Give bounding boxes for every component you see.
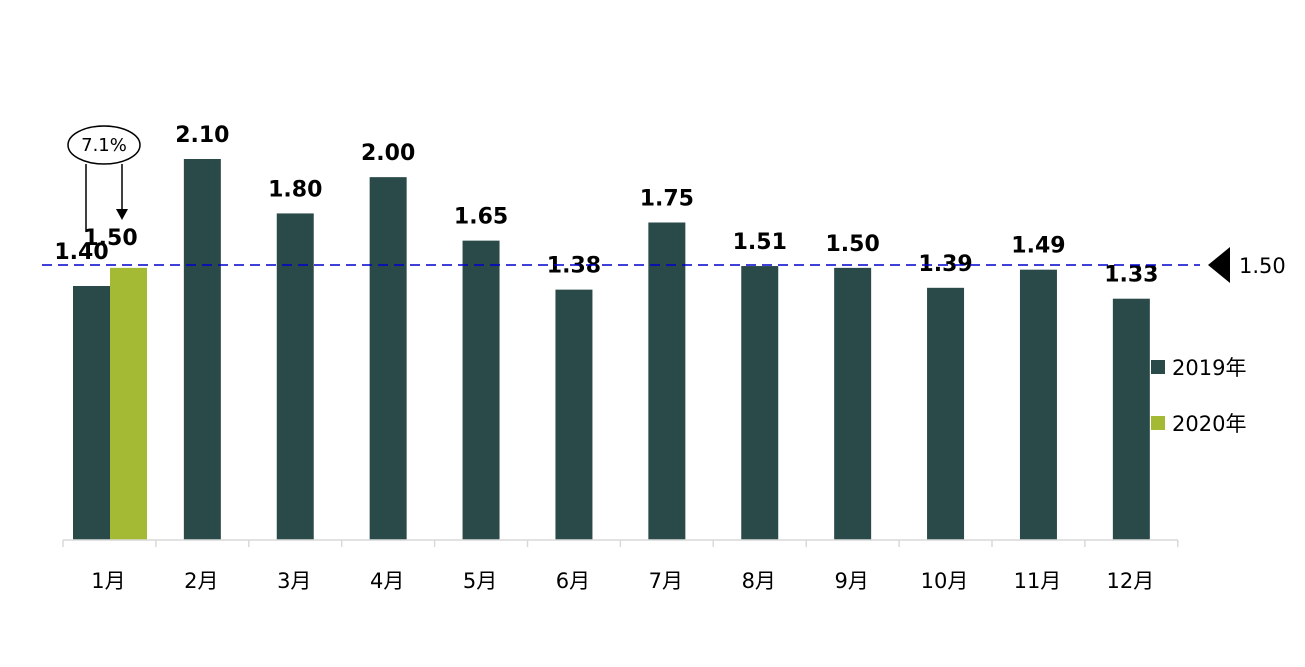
value-label-2019-11: 1.49 <box>1011 234 1065 259</box>
x-tick-label-9: 9月 <box>834 569 868 593</box>
bar-2019-6 <box>555 289 593 540</box>
legend: 2019年 2020年 <box>1151 356 1246 436</box>
x-tick-label-12: 12月 <box>1106 569 1154 593</box>
legend-label-2020: 2020年 <box>1172 412 1246 436</box>
bar-2019-11 <box>1019 269 1057 540</box>
bar-2019-1 <box>73 286 110 540</box>
bar-2019-8 <box>741 266 779 540</box>
bar-2019-12 <box>1112 298 1150 540</box>
legend-swatch-2019 <box>1151 360 1165 374</box>
bars-group <box>73 159 1150 540</box>
value-labels-group: 1.401.502.101.802.001.651.381.751.51 1.50… <box>54 123 1158 288</box>
bar-2019-9 <box>834 267 872 540</box>
reference-line-label: 1.50 <box>1239 254 1286 278</box>
bar-2019-3 <box>276 213 314 540</box>
legend-label-2019: 2019年 <box>1172 356 1246 380</box>
value-label-2020-1: 1.50 <box>83 226 137 251</box>
x-tick-label-10: 10月 <box>921 569 969 593</box>
value-label-2019-2: 2.10 <box>175 123 229 148</box>
x-tick-label-2: 2月 <box>184 569 218 593</box>
bar-2019-7 <box>648 222 686 540</box>
value-label-2019-4: 2.00 <box>361 141 415 166</box>
x-tick-label-5: 5月 <box>463 569 497 593</box>
value-label-2019-1: 1.40 <box>54 240 108 265</box>
x-tick-label-6: 6月 <box>556 569 590 593</box>
bar-2019-5 <box>462 240 500 540</box>
bar-2019-10 <box>927 287 965 540</box>
value-label-2019-5: 1.65 <box>454 205 508 230</box>
x-axis: 1月 2月 3月 4月 5月 6月 7月 8月 9月 10月 11月 12月 <box>62 539 1179 593</box>
x-tick-label-8: 8月 <box>742 569 776 593</box>
value-label-2019-3: 1.80 <box>268 177 322 202</box>
growth-annotation-label: 7.1% <box>81 135 127 156</box>
value-label-2019-7: 1.75 <box>640 187 694 212</box>
bar-2019-2 <box>183 159 221 540</box>
x-tick-label-3: 3月 <box>277 569 311 593</box>
x-tick-label-11: 11月 <box>1014 569 1062 593</box>
value-label-2019-6: 1.38 <box>547 254 601 279</box>
bar-2020-1 <box>110 267 147 540</box>
value-label-2019-9: 1.50 <box>826 232 880 257</box>
annotation-arrow-icon <box>116 209 128 220</box>
x-tick-label-4: 4月 <box>370 569 404 593</box>
value-label-2019-12: 1.33 <box>1104 263 1158 288</box>
x-tick-label-1: 1月 <box>91 569 125 593</box>
reference-line-group: 1.50 <box>42 247 1286 283</box>
growth-annotation: 7.1% <box>67 125 141 232</box>
value-label-2019-8: 1.51 <box>733 230 787 255</box>
x-tick-label-7: 7月 <box>649 569 683 593</box>
legend-swatch-2020 <box>1151 416 1165 430</box>
growth-annotation-ellipse <box>67 125 141 165</box>
reference-marker-icon <box>1208 247 1230 283</box>
bar-2019-4 <box>369 177 407 540</box>
